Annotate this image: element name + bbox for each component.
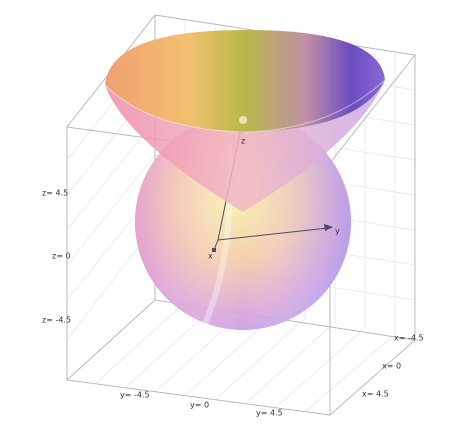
z-tick-label: z= 4.5: [42, 189, 68, 198]
z-tick-label: z= 0: [52, 252, 71, 261]
axis-name: x: [208, 252, 213, 261]
axis-name: y: [335, 227, 340, 236]
x-tick-label: x= -4.5: [394, 334, 424, 343]
x-tick-label: x= 4.5: [362, 390, 389, 399]
cone: [104, 30, 386, 212]
y-tick-label: y= -4.5: [120, 391, 150, 400]
y-tick-label: y= 4.5: [256, 409, 283, 418]
y-tick-label: y= 0: [190, 401, 209, 410]
x-tick-label: x= 0: [382, 362, 401, 371]
axis-name: z: [241, 137, 245, 146]
z-tick-label: z= -4.5: [42, 316, 71, 325]
